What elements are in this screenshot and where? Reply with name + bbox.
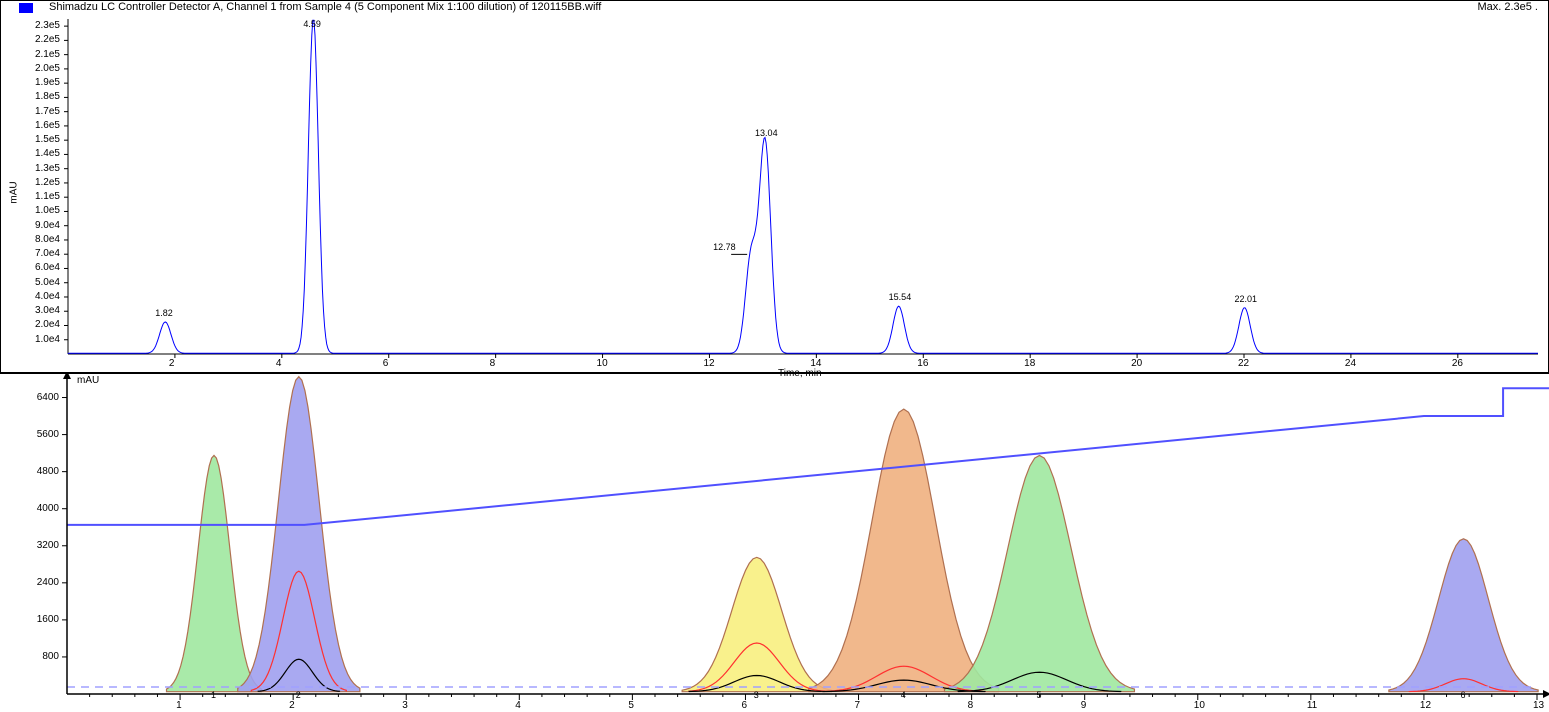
y-tick-label: 1.2e5 (35, 177, 60, 188)
y-tick-label: 1.3e5 (35, 163, 60, 174)
peak-number-label: 4 (901, 690, 906, 700)
y-tick-label: 2.2e5 (35, 34, 60, 45)
x-tick-label: 3 (402, 700, 408, 711)
y-tick-label: 7.0e4 (35, 248, 60, 259)
top-chromatogram-panel: Shimadzu LC Controller Detector A, Chann… (0, 0, 1549, 373)
y-tick-label: 8.0e4 (35, 234, 60, 245)
x-tick-label: 10 (1194, 700, 1205, 711)
peak-label: 12.78 (713, 242, 736, 252)
x-tick-label: 20 (1131, 358, 1142, 369)
y-tick-label: 1600 (37, 614, 59, 625)
bottom-chart-svg (0, 374, 1549, 712)
x-tick-label: 18 (1024, 358, 1035, 369)
y-tick-label: 1.8e5 (35, 91, 60, 102)
x-tick-label: 6 (383, 358, 389, 369)
chromatogram-container: Shimadzu LC Controller Detector A, Chann… (0, 0, 1549, 711)
y-tick-label: 2.0e4 (35, 319, 60, 330)
y-axis-label: mAU (77, 375, 99, 386)
peak-label: 4.59 (303, 19, 321, 29)
x-tick-label: 4 (515, 700, 521, 711)
x-tick-label: 13 (1533, 700, 1544, 711)
x-tick-label: 12 (703, 358, 714, 369)
y-tick-label: 3.0e4 (35, 305, 60, 316)
y-tick-label: 6400 (37, 392, 59, 403)
x-tick-label: 26 (1452, 358, 1463, 369)
y-tick-label: 6.0e4 (35, 262, 60, 273)
x-tick-label: 6 (741, 700, 747, 711)
peak-number-label: 2 (296, 690, 301, 700)
peak-label: 1.82 (155, 308, 173, 318)
peak-number-label: 3 (754, 690, 759, 700)
y-tick-label: 1.9e5 (35, 77, 60, 88)
x-tick-label: 4 (276, 358, 282, 369)
y-tick-label: 9.0e4 (35, 220, 60, 231)
y-tick-label: 1.0e4 (35, 334, 60, 345)
peak-number-label: 1 (211, 690, 216, 700)
bottom-chromatogram-panel: 8001600240032004000480056006400123456789… (0, 373, 1549, 711)
y-tick-label: 2.1e5 (35, 49, 60, 60)
x-tick-label: 8 (490, 358, 496, 369)
top-chart-svg (1, 1, 1549, 374)
y-tick-label: 1.4e5 (35, 148, 60, 159)
y-tick-label: 1.0e5 (35, 205, 60, 216)
y-axis-label: mAU (9, 181, 20, 203)
peak-number-label: 6 (1461, 690, 1466, 700)
y-tick-label: 5600 (37, 429, 59, 440)
x-tick-label: 2 (169, 358, 175, 369)
y-tick-label: 3200 (37, 540, 59, 551)
y-tick-label: 5.0e4 (35, 277, 60, 288)
y-tick-label: 4800 (37, 466, 59, 477)
y-tick-label: 2.0e5 (35, 63, 60, 74)
y-tick-label: 1.1e5 (35, 191, 60, 202)
x-tick-label: 8 (968, 700, 974, 711)
peak-label: 22.01 (1235, 294, 1258, 304)
y-tick-label: 2.3e5 (35, 20, 60, 31)
x-tick-label: 16 (917, 358, 928, 369)
peak-number-label: 5 (1036, 690, 1041, 700)
y-tick-label: 4000 (37, 503, 59, 514)
x-tick-label: 10 (597, 358, 608, 369)
y-tick-label: 1.5e5 (35, 134, 60, 145)
y-tick-label: 1.6e5 (35, 120, 60, 131)
y-tick-label: 1.7e5 (35, 106, 60, 117)
x-tick-label: 2 (289, 700, 295, 711)
x-tick-label: 22 (1238, 358, 1249, 369)
x-tick-label: 7 (855, 700, 861, 711)
peak-label: 15.54 (889, 292, 912, 302)
x-tick-label: 5 (628, 700, 634, 711)
y-tick-label: 2400 (37, 577, 59, 588)
x-tick-label: 9 (1081, 700, 1087, 711)
x-tick-label: 11 (1307, 700, 1317, 711)
x-tick-label: 12 (1420, 700, 1431, 711)
peak-label: 13.04 (755, 128, 778, 138)
x-tick-label: 1 (176, 700, 182, 711)
y-tick-label: 800 (42, 651, 59, 662)
x-tick-label: 24 (1345, 358, 1356, 369)
y-tick-label: 4.0e4 (35, 291, 60, 302)
